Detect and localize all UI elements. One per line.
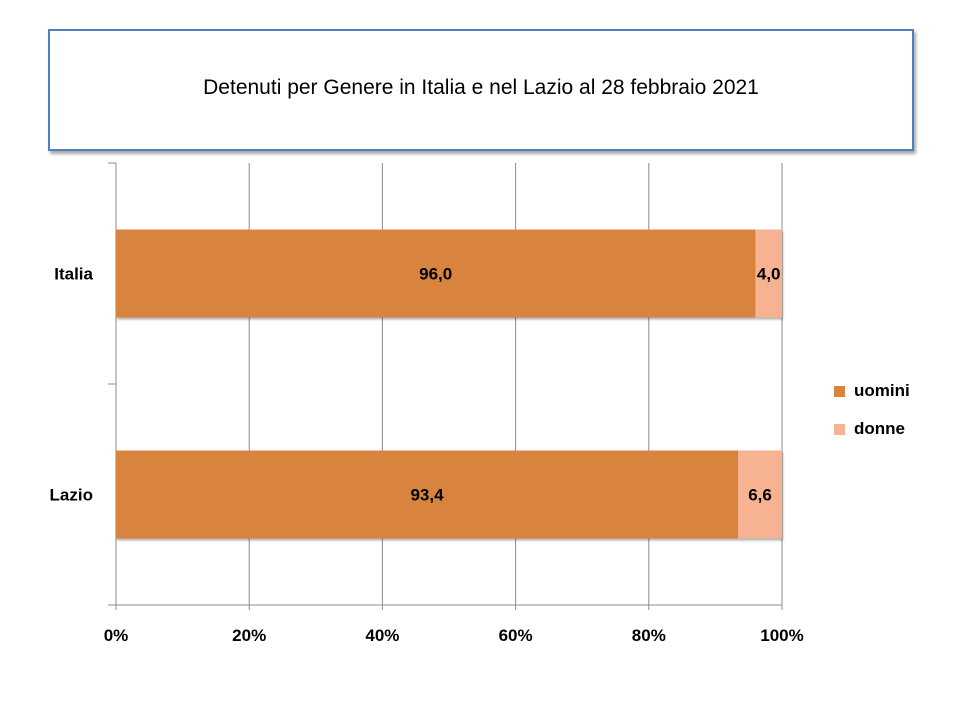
data-label-donne: 4,0 [757, 265, 781, 284]
legend-item-uomini: uomini [834, 372, 910, 410]
x-tick-label: 0% [104, 626, 129, 645]
x-tick-label: 40% [365, 626, 399, 645]
legend-item-donne: donne [834, 410, 910, 448]
bar-uomini [116, 229, 756, 318]
category-label: Italia [54, 265, 93, 284]
legend-swatch-uomini [834, 385, 845, 397]
x-tick-label: 20% [232, 626, 266, 645]
legend-label-uomini: uomini [854, 381, 910, 400]
x-tick-label: 100% [760, 626, 803, 645]
bar-donne [738, 450, 782, 539]
category-label: Lazio [50, 486, 93, 505]
x-tick-label: 80% [632, 626, 666, 645]
legend: uomini donne [834, 372, 910, 448]
chart-title: Detenuti per Genere in Italia e nel Lazi… [203, 76, 759, 99]
legend-swatch-donne [834, 423, 845, 435]
data-label-donne: 6,6 [748, 486, 772, 505]
x-tick-label: 60% [499, 626, 533, 645]
data-label-uomini: 93,4 [410, 486, 444, 505]
chart-title-box: Detenuti per Genere in Italia e nel Lazi… [48, 29, 914, 151]
bar-donne [755, 229, 782, 318]
data-label-uomini: 96,0 [419, 265, 452, 284]
legend-label-donne: donne [854, 419, 905, 438]
bar-uomini [116, 450, 739, 539]
